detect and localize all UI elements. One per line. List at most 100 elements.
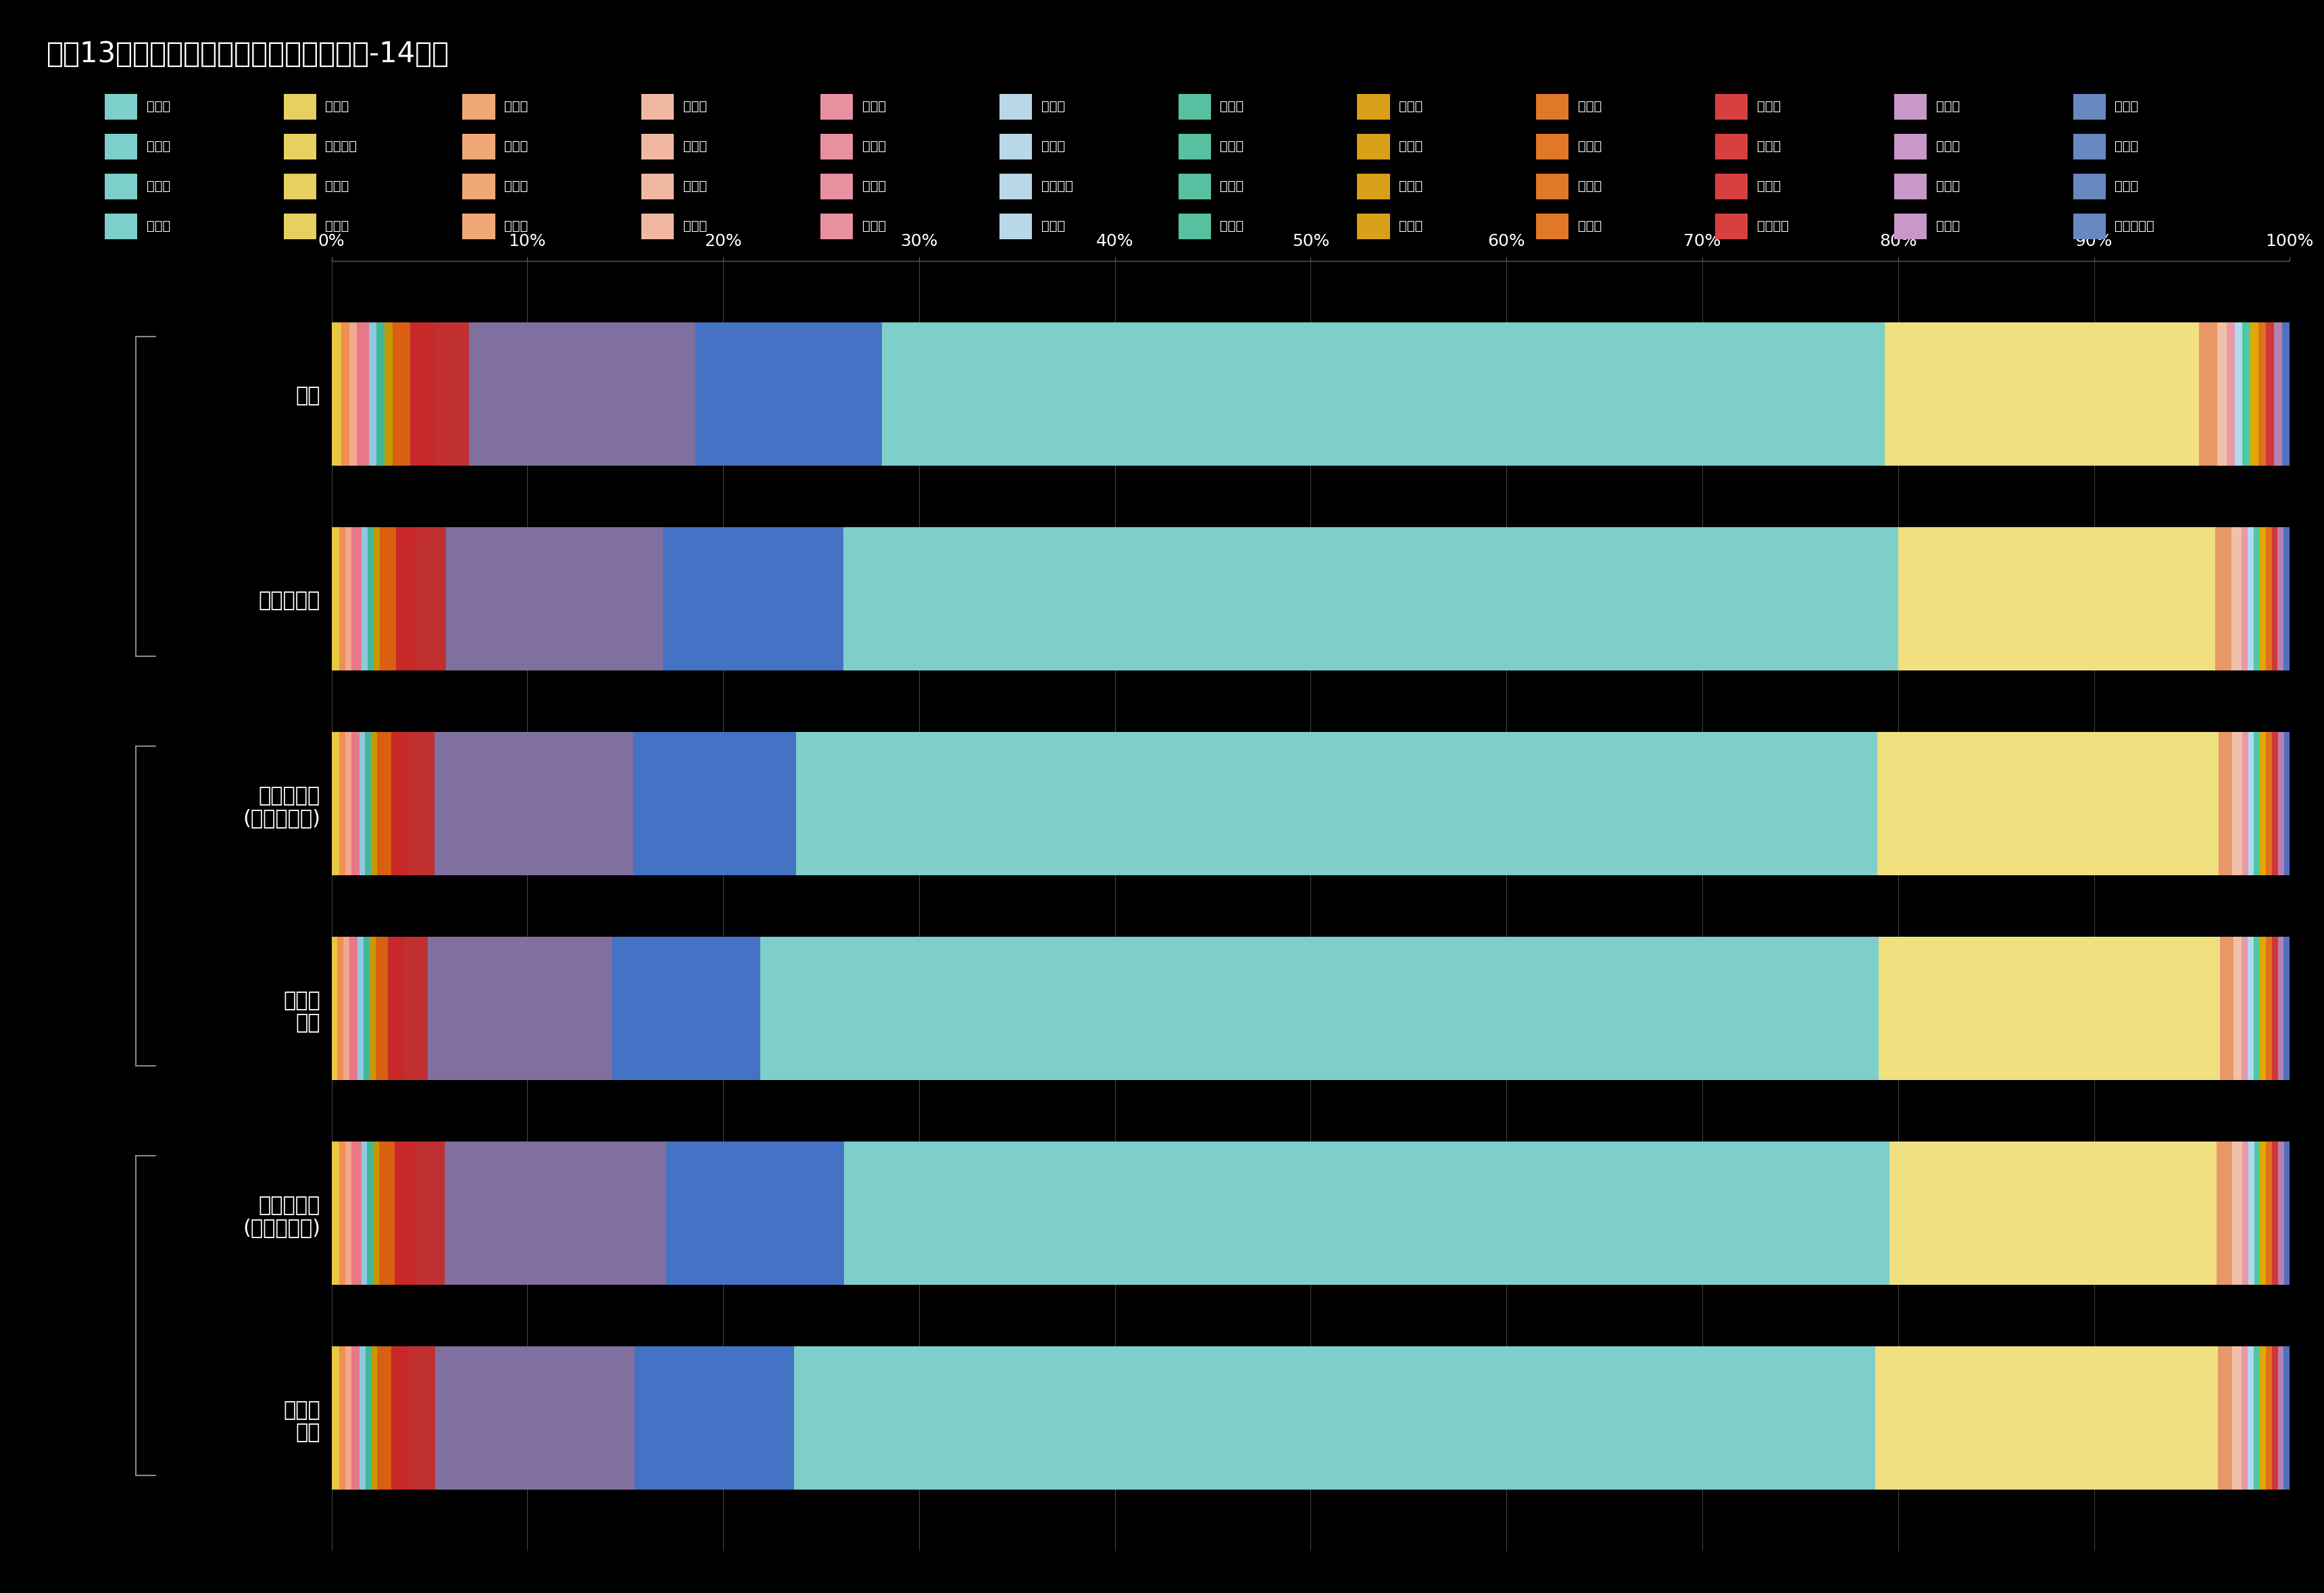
Text: 三重県: 三重県 (2115, 140, 2138, 153)
Text: 滋賀県: 滋賀県 (146, 180, 170, 193)
Bar (370, 322, 376, 465)
Bar (2278, 527, 2284, 671)
Bar (342, 322, 349, 465)
Bar (2266, 731, 2273, 875)
Bar (376, 937, 388, 1080)
Bar (360, 1346, 365, 1489)
Text: 広島県: 広島県 (1757, 180, 1780, 193)
Text: 和歌山県: 和歌山県 (1041, 180, 1074, 193)
Bar (2259, 1346, 2266, 1489)
Bar (2236, 322, 2243, 465)
Bar (1885, 322, 2199, 465)
Bar (404, 937, 428, 1080)
Bar (2278, 731, 2284, 875)
Bar (349, 937, 358, 1080)
Bar (414, 1141, 444, 1284)
Bar (2266, 527, 2271, 671)
Bar (379, 1141, 395, 1284)
Bar (795, 731, 1878, 875)
Bar (332, 937, 337, 1080)
Text: 北海道: 北海道 (146, 100, 170, 113)
Bar (2284, 527, 2289, 671)
Bar (2243, 1346, 2247, 1489)
Bar (349, 322, 358, 465)
Text: 香川県: 香川県 (146, 220, 170, 233)
Text: 福岡県: 福岡県 (683, 220, 706, 233)
Text: 愛媛県: 愛媛県 (325, 220, 349, 233)
Text: 岡山県: 岡山県 (1578, 180, 1601, 193)
Bar (2243, 322, 2250, 465)
Text: 鹿児島県: 鹿児島県 (1757, 220, 1789, 233)
Bar (1889, 1141, 2217, 1284)
Bar (2243, 527, 2247, 671)
Bar (2259, 527, 2266, 671)
Bar (358, 937, 363, 1080)
Text: 岩手県: 岩手県 (504, 100, 528, 113)
Bar (2254, 937, 2259, 1080)
Text: 大阪府: 大阪府 (504, 180, 528, 193)
Bar (760, 937, 1878, 1080)
Bar (883, 322, 1885, 465)
Bar (2273, 1141, 2278, 1284)
Text: 宮城県: 宮城県 (683, 100, 706, 113)
Text: 奈良県: 奈良県 (862, 180, 885, 193)
Text: 栃木県: 栃木県 (1578, 100, 1601, 113)
Bar (469, 322, 695, 465)
Bar (337, 937, 344, 1080)
Bar (376, 731, 390, 875)
Bar (360, 731, 365, 875)
Text: 熊本県: 熊本県 (1220, 220, 1243, 233)
Bar (2266, 1141, 2273, 1284)
Bar (2254, 1141, 2259, 1284)
Text: 富山県: 富山県 (683, 140, 706, 153)
Bar (379, 527, 395, 671)
Text: 新潟県: 新潟県 (504, 140, 528, 153)
Bar (339, 1141, 346, 1284)
Bar (695, 322, 883, 465)
Text: 山梨県: 山梨県 (1220, 140, 1243, 153)
Bar (2259, 322, 2266, 465)
Bar (416, 527, 446, 671)
Text: 兵庫県: 兵庫県 (683, 180, 706, 193)
Bar (2219, 731, 2233, 875)
Text: 長野県: 長野県 (1399, 140, 1422, 153)
Bar (435, 1346, 634, 1489)
Bar (2217, 322, 2226, 465)
Bar (332, 1141, 339, 1284)
Text: 佐賀県: 佐賀県 (862, 220, 885, 233)
Bar (435, 731, 632, 875)
Bar (363, 527, 367, 671)
Text: 鳥取県: 鳥取県 (1220, 180, 1243, 193)
Bar (339, 1346, 346, 1489)
Bar (351, 731, 360, 875)
Bar (634, 1346, 795, 1489)
Bar (367, 527, 374, 671)
Text: 千葉県: 千葉県 (2115, 100, 2138, 113)
Bar (409, 1346, 435, 1489)
Bar (2271, 937, 2278, 1080)
Bar (2284, 937, 2289, 1080)
Bar (444, 1141, 667, 1284)
Bar (2247, 937, 2254, 1080)
Bar (367, 1141, 374, 1284)
Bar (2243, 1141, 2247, 1284)
Text: 直近13週平均の居住地別人口構成　休日‐14時台: 直近13週平均の居住地別人口構成 休日‐14時台 (46, 40, 449, 68)
Bar (844, 1141, 1889, 1284)
Bar (363, 937, 370, 1080)
Bar (395, 527, 416, 671)
Text: 山形県: 山形県 (1041, 100, 1064, 113)
Bar (2243, 937, 2247, 1080)
Bar (383, 322, 393, 465)
Bar (365, 1346, 372, 1489)
Bar (2271, 527, 2278, 671)
Bar (346, 1141, 351, 1284)
Bar (388, 937, 404, 1080)
Text: 石川県: 石川県 (862, 140, 885, 153)
Text: 東京都: 東京都 (146, 140, 170, 153)
Text: 茨城県: 茨城県 (1399, 100, 1422, 113)
Bar (2231, 1346, 2243, 1489)
Bar (374, 527, 379, 671)
Bar (346, 527, 351, 671)
Bar (2273, 731, 2278, 875)
Bar (370, 937, 376, 1080)
